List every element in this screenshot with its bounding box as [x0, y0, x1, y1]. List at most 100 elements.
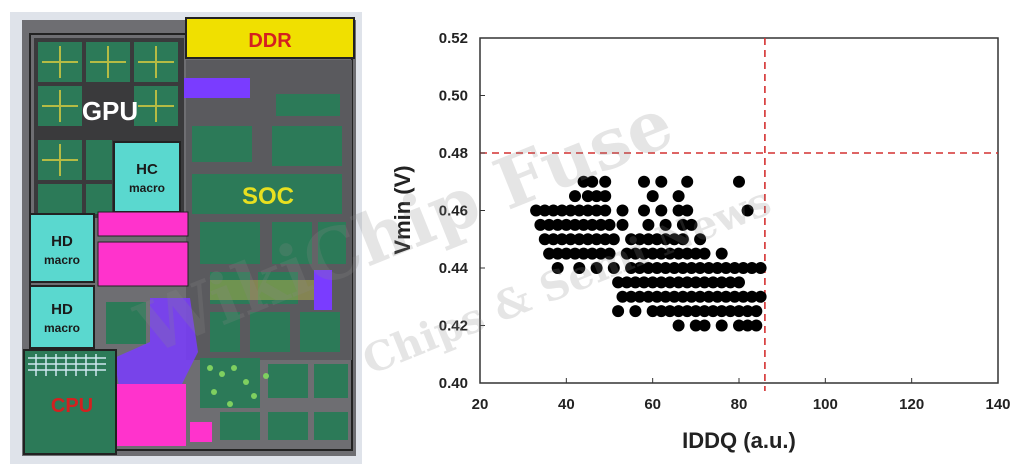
scatter-point — [646, 276, 659, 289]
scatter-point — [724, 305, 737, 318]
scatter-point — [724, 276, 737, 289]
x-tick-label: 20 — [472, 396, 489, 413]
scatter-point — [676, 233, 689, 246]
scatter-point — [573, 262, 586, 274]
hc-macro-block — [113, 141, 181, 213]
data-points — [530, 175, 767, 332]
scatter-point — [560, 247, 573, 260]
scatter-point — [638, 247, 650, 260]
scatter-point — [663, 276, 676, 289]
scatter-point — [646, 190, 659, 203]
scatter-point — [676, 290, 689, 303]
scatter-point — [655, 204, 668, 217]
y-axis-title: Vmin (V) — [390, 165, 415, 254]
ddr-block — [185, 17, 355, 59]
x-axis-title: IDDQ (a.u.) — [682, 428, 796, 453]
scatter-point — [612, 305, 625, 318]
scatter-point — [642, 290, 655, 303]
scatter-point — [638, 175, 650, 188]
scatter-point — [603, 247, 616, 260]
scatter-point — [737, 262, 750, 274]
scatter-point — [638, 276, 650, 289]
scatter-point — [651, 290, 663, 303]
scatter-point — [685, 262, 698, 274]
scatter-point — [750, 305, 763, 318]
scatter-point — [581, 204, 594, 217]
scatter-point — [569, 247, 581, 260]
scatter-point — [530, 204, 543, 217]
purple-region — [114, 298, 198, 392]
scatter-point — [711, 290, 724, 303]
gpu-label: GPU — [82, 96, 138, 126]
green-dots — [207, 365, 269, 407]
scatter-point — [543, 247, 556, 260]
scatter-point — [728, 290, 741, 303]
scatter-point — [581, 233, 594, 246]
scatter-point — [569, 190, 581, 203]
scatter-point — [534, 218, 547, 231]
scatter-point — [659, 218, 672, 231]
scatter-point — [651, 233, 663, 246]
hc-sublabel: macro — [129, 181, 165, 195]
scatter-point — [651, 262, 663, 274]
scatter-point — [659, 262, 672, 274]
scatter-point — [681, 247, 694, 260]
scatter-point — [538, 233, 551, 246]
hd-sublabel-1: macro — [44, 253, 80, 267]
scatter-point — [702, 262, 715, 274]
scatter-point — [733, 319, 745, 332]
scatter-point — [655, 276, 668, 289]
scatter-point — [629, 247, 642, 260]
scatter-point — [573, 233, 586, 246]
scatter-point — [733, 276, 745, 289]
scatter-point — [625, 262, 638, 274]
scatter-point — [612, 276, 625, 289]
scatter-point — [551, 218, 564, 231]
scatter-point — [685, 290, 698, 303]
scatter-point — [672, 319, 685, 332]
scatter-point — [750, 319, 763, 332]
scatter-point — [663, 247, 676, 260]
scatter-point — [741, 305, 754, 318]
scatter-point — [573, 204, 586, 217]
scatter-point — [702, 290, 715, 303]
scatter-point — [607, 262, 620, 274]
soc-label: SOC — [242, 183, 294, 210]
scatter-point — [633, 233, 646, 246]
scatter-point — [586, 218, 599, 231]
scatter-point — [698, 276, 711, 289]
x-tick-label: 60 — [644, 396, 661, 413]
y-tick-label: 0.40 — [439, 375, 468, 392]
magenta-block-4 — [190, 422, 212, 442]
soc-block — [186, 60, 352, 360]
scatter-point — [629, 276, 642, 289]
x-tick-label: 140 — [985, 396, 1010, 413]
ddr-label: DDR — [248, 30, 292, 52]
scatter-point — [633, 290, 646, 303]
vmin-iddq-scatter-chart: 20 40 60 80 100 120 140 0.400.420.440.460.480.… — [390, 30, 1011, 453]
y-tick-label: 0.48 — [439, 145, 468, 162]
scatter-point — [733, 305, 745, 318]
y-tick-label: 0.52 — [439, 30, 468, 47]
scatter-point — [590, 233, 603, 246]
scatter-point — [685, 218, 698, 231]
lower-region — [106, 302, 348, 440]
scatter-point — [564, 233, 577, 246]
scatter-point — [629, 305, 642, 318]
scatter-point — [663, 305, 676, 318]
scatter-point — [689, 276, 702, 289]
scatter-point — [590, 204, 603, 217]
hc-label: HC — [136, 161, 158, 178]
scatter-point — [586, 247, 599, 260]
scatter-point — [681, 204, 694, 217]
scatter-point — [668, 233, 681, 246]
scatter-point — [547, 204, 560, 217]
cpu-block — [23, 349, 117, 455]
x-tick-label: 120 — [899, 396, 924, 413]
scatter-point — [720, 262, 732, 274]
scatter-point — [646, 247, 659, 260]
magenta-block-3 — [114, 384, 186, 446]
purple-macro-1 — [184, 78, 250, 98]
scatter-point — [547, 233, 560, 246]
scatter-point — [689, 305, 702, 318]
